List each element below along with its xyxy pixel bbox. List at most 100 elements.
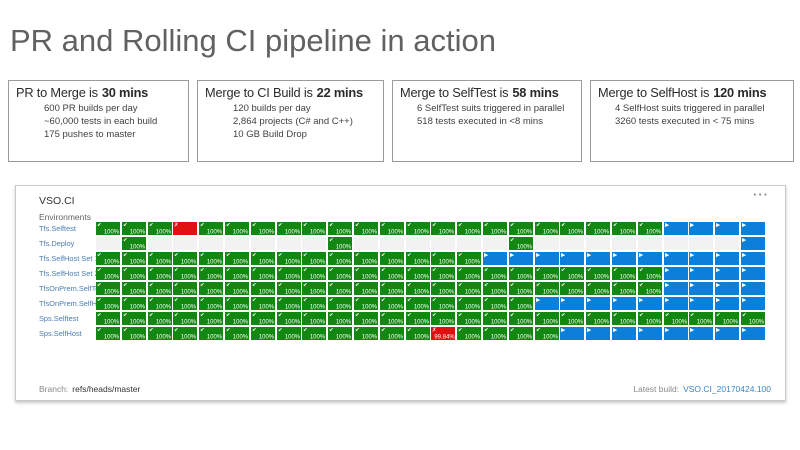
build-cell-failed[interactable]: ✗ bbox=[173, 222, 198, 235]
build-cell-running[interactable]: ▶ bbox=[740, 237, 765, 250]
more-options-button[interactable]: ··· bbox=[753, 186, 769, 204]
build-cell-passed[interactable]: ✔ 100% bbox=[457, 282, 482, 295]
build-cell-passed[interactable]: ✔ 100% bbox=[199, 282, 224, 295]
build-cell-passed[interactable]: ✔ 100% bbox=[96, 297, 120, 310]
build-cell-running[interactable]: ▶ bbox=[689, 282, 714, 295]
build-cell-passed[interactable]: ✔ 100% bbox=[224, 312, 249, 325]
build-cell-passed[interactable]: ✔ 100% bbox=[353, 222, 378, 235]
build-cell-running[interactable]: ▶ bbox=[637, 252, 662, 265]
build-cell-passed[interactable]: ✔ 100% bbox=[405, 267, 430, 280]
build-cell-passed[interactable]: ✔ 100% bbox=[121, 327, 146, 340]
build-cell-running[interactable]: ▶ bbox=[715, 297, 740, 310]
build-cell-passed[interactable]: ✔ 100% bbox=[302, 222, 327, 235]
environment-link[interactable]: TfsOnPrem.SelfHost bbox=[39, 299, 96, 308]
build-cell-passed[interactable]: ✔ 100% bbox=[173, 252, 198, 265]
build-cell-passed[interactable]: ✔ 100% bbox=[224, 327, 249, 340]
build-cell-passed[interactable]: ✔ 100% bbox=[379, 222, 404, 235]
build-cell-running[interactable]: ▶ bbox=[560, 297, 585, 310]
build-cell-passed[interactable]: ✔ 100% bbox=[560, 222, 585, 235]
build-cell-passed[interactable]: ✔ 100% bbox=[508, 222, 533, 235]
build-cell-passed[interactable]: ✔ 100% bbox=[482, 327, 507, 340]
build-cell-passed[interactable]: ✔ 100% bbox=[96, 222, 120, 235]
build-cell-passed[interactable]: ✔ 100% bbox=[276, 222, 301, 235]
build-cell-passed[interactable]: ✔ 100% bbox=[199, 312, 224, 325]
build-cell-passed[interactable]: ✔ 100% bbox=[508, 282, 533, 295]
build-cell-running[interactable]: ▶ bbox=[740, 267, 765, 280]
build-cell-passed[interactable]: ✔ 100% bbox=[586, 222, 611, 235]
build-cell-passed[interactable]: ✔ 100% bbox=[431, 282, 456, 295]
build-cell-passed[interactable]: ✔ 100% bbox=[353, 252, 378, 265]
build-cell-passed[interactable]: ✔ 100% bbox=[173, 297, 198, 310]
build-cell-running[interactable]: ▶ bbox=[560, 327, 585, 340]
environment-link[interactable]: Tfs.Selftest bbox=[39, 224, 76, 233]
build-cell-running[interactable]: ▶ bbox=[586, 297, 611, 310]
build-cell-passed[interactable]: ✔ 100% bbox=[353, 327, 378, 340]
build-cell-running[interactable]: ▶ bbox=[611, 297, 636, 310]
build-cell-passed[interactable]: ✔ 100% bbox=[276, 327, 301, 340]
build-cell-running[interactable]: ▶ bbox=[740, 252, 765, 265]
build-cell-passed[interactable]: ✔ 100% bbox=[250, 282, 275, 295]
build-cell-running[interactable]: ▶ bbox=[689, 222, 714, 235]
build-cell-passed[interactable]: ✔ 100% bbox=[482, 267, 507, 280]
build-cell-passed[interactable]: ✔ 100% bbox=[637, 312, 662, 325]
build-cell-passed[interactable]: ✔ 100% bbox=[328, 222, 353, 235]
build-cell-passed[interactable]: ✔ 100% bbox=[405, 312, 430, 325]
build-cell-passed[interactable]: ✔ 100% bbox=[250, 222, 275, 235]
build-cell-passed[interactable]: ✔ 100% bbox=[173, 312, 198, 325]
build-cell-passed[interactable]: ✔ 100% bbox=[302, 312, 327, 325]
build-cell-passed[interactable]: ✔ 100% bbox=[508, 312, 533, 325]
build-cell-passed[interactable]: ✔ 100% bbox=[250, 252, 275, 265]
build-cell-passed[interactable]: ✔ 100% bbox=[353, 282, 378, 295]
build-cell-passed[interactable]: ✔ 100% bbox=[250, 297, 275, 310]
build-cell-passed[interactable]: ✔ 100% bbox=[199, 297, 224, 310]
build-cell-running[interactable]: ▶ bbox=[482, 252, 507, 265]
build-cell-failed[interactable]: ✗ 99.84% bbox=[431, 327, 456, 340]
build-cell-passed[interactable]: ✔ 100% bbox=[328, 327, 353, 340]
build-cell-passed[interactable]: ✔ 100% bbox=[560, 282, 585, 295]
build-cell-passed[interactable]: ✔ 100% bbox=[199, 327, 224, 340]
build-cell-passed[interactable]: ✔ 100% bbox=[328, 297, 353, 310]
build-cell-passed[interactable]: ✔ 100% bbox=[96, 327, 120, 340]
build-cell-passed[interactable]: ✔ 100% bbox=[379, 252, 404, 265]
build-cell-passed[interactable]: ✔ 100% bbox=[147, 327, 172, 340]
build-cell-running[interactable]: ▶ bbox=[560, 252, 585, 265]
build-cell-passed[interactable]: ✔ 100% bbox=[224, 267, 249, 280]
build-cell-running[interactable]: ▶ bbox=[689, 252, 714, 265]
build-cell-passed[interactable]: ✔ 100% bbox=[353, 267, 378, 280]
build-cell-running[interactable]: ▶ bbox=[611, 327, 636, 340]
build-cell-passed[interactable]: ✔ 100% bbox=[276, 312, 301, 325]
build-cell-passed[interactable]: ✔ 100% bbox=[199, 252, 224, 265]
build-cell-passed[interactable]: ✔ 100% bbox=[482, 312, 507, 325]
build-cell-passed[interactable]: ✔ 100% bbox=[96, 267, 120, 280]
build-cell-running[interactable]: ▶ bbox=[715, 327, 740, 340]
build-cell-passed[interactable]: ✔ 100% bbox=[328, 237, 353, 250]
environment-link[interactable]: Tfs.SelfHost Set 1 bbox=[39, 254, 96, 263]
build-cell-running[interactable]: ▶ bbox=[637, 327, 662, 340]
build-cell-passed[interactable]: ✔ 100% bbox=[431, 297, 456, 310]
build-cell-passed[interactable]: ✔ 100% bbox=[586, 312, 611, 325]
build-cell-passed[interactable]: ✔ 100% bbox=[379, 267, 404, 280]
build-cell-passed[interactable]: ✔ 100% bbox=[405, 222, 430, 235]
build-cell-passed[interactable]: ✔ 100% bbox=[405, 282, 430, 295]
build-cell-passed[interactable]: ✔ 100% bbox=[405, 327, 430, 340]
build-cell-running[interactable]: ▶ bbox=[663, 297, 688, 310]
build-cell-passed[interactable]: ✔ 100% bbox=[534, 282, 559, 295]
build-cell-passed[interactable]: ✔ 100% bbox=[457, 297, 482, 310]
build-cell-passed[interactable]: ✔ 100% bbox=[431, 222, 456, 235]
build-cell-passed[interactable]: ✔ 100% bbox=[96, 312, 120, 325]
build-cell-running[interactable]: ▶ bbox=[534, 297, 559, 310]
build-cell-passed[interactable]: ✔ 100% bbox=[328, 312, 353, 325]
build-cell-passed[interactable]: ✔ 100% bbox=[482, 282, 507, 295]
build-cell-passed[interactable]: ✔ 100% bbox=[173, 267, 198, 280]
build-cell-passed[interactable]: ✔ 100% bbox=[121, 297, 146, 310]
build-cell-passed[interactable]: ✔ 100% bbox=[224, 252, 249, 265]
build-cell-passed[interactable]: ✔ 100% bbox=[379, 282, 404, 295]
build-cell-passed[interactable]: ✔ 100% bbox=[353, 297, 378, 310]
build-cell-passed[interactable]: ✔ 100% bbox=[586, 282, 611, 295]
build-cell-running[interactable]: ▶ bbox=[586, 327, 611, 340]
build-cell-passed[interactable]: ✔ 100% bbox=[689, 312, 714, 325]
build-cell-passed[interactable]: ✔ 100% bbox=[508, 267, 533, 280]
build-cell-passed[interactable]: ✔ 100% bbox=[611, 267, 636, 280]
build-cell-passed[interactable]: ✔ 100% bbox=[121, 252, 146, 265]
build-cell-passed[interactable]: ✔ 100% bbox=[224, 282, 249, 295]
